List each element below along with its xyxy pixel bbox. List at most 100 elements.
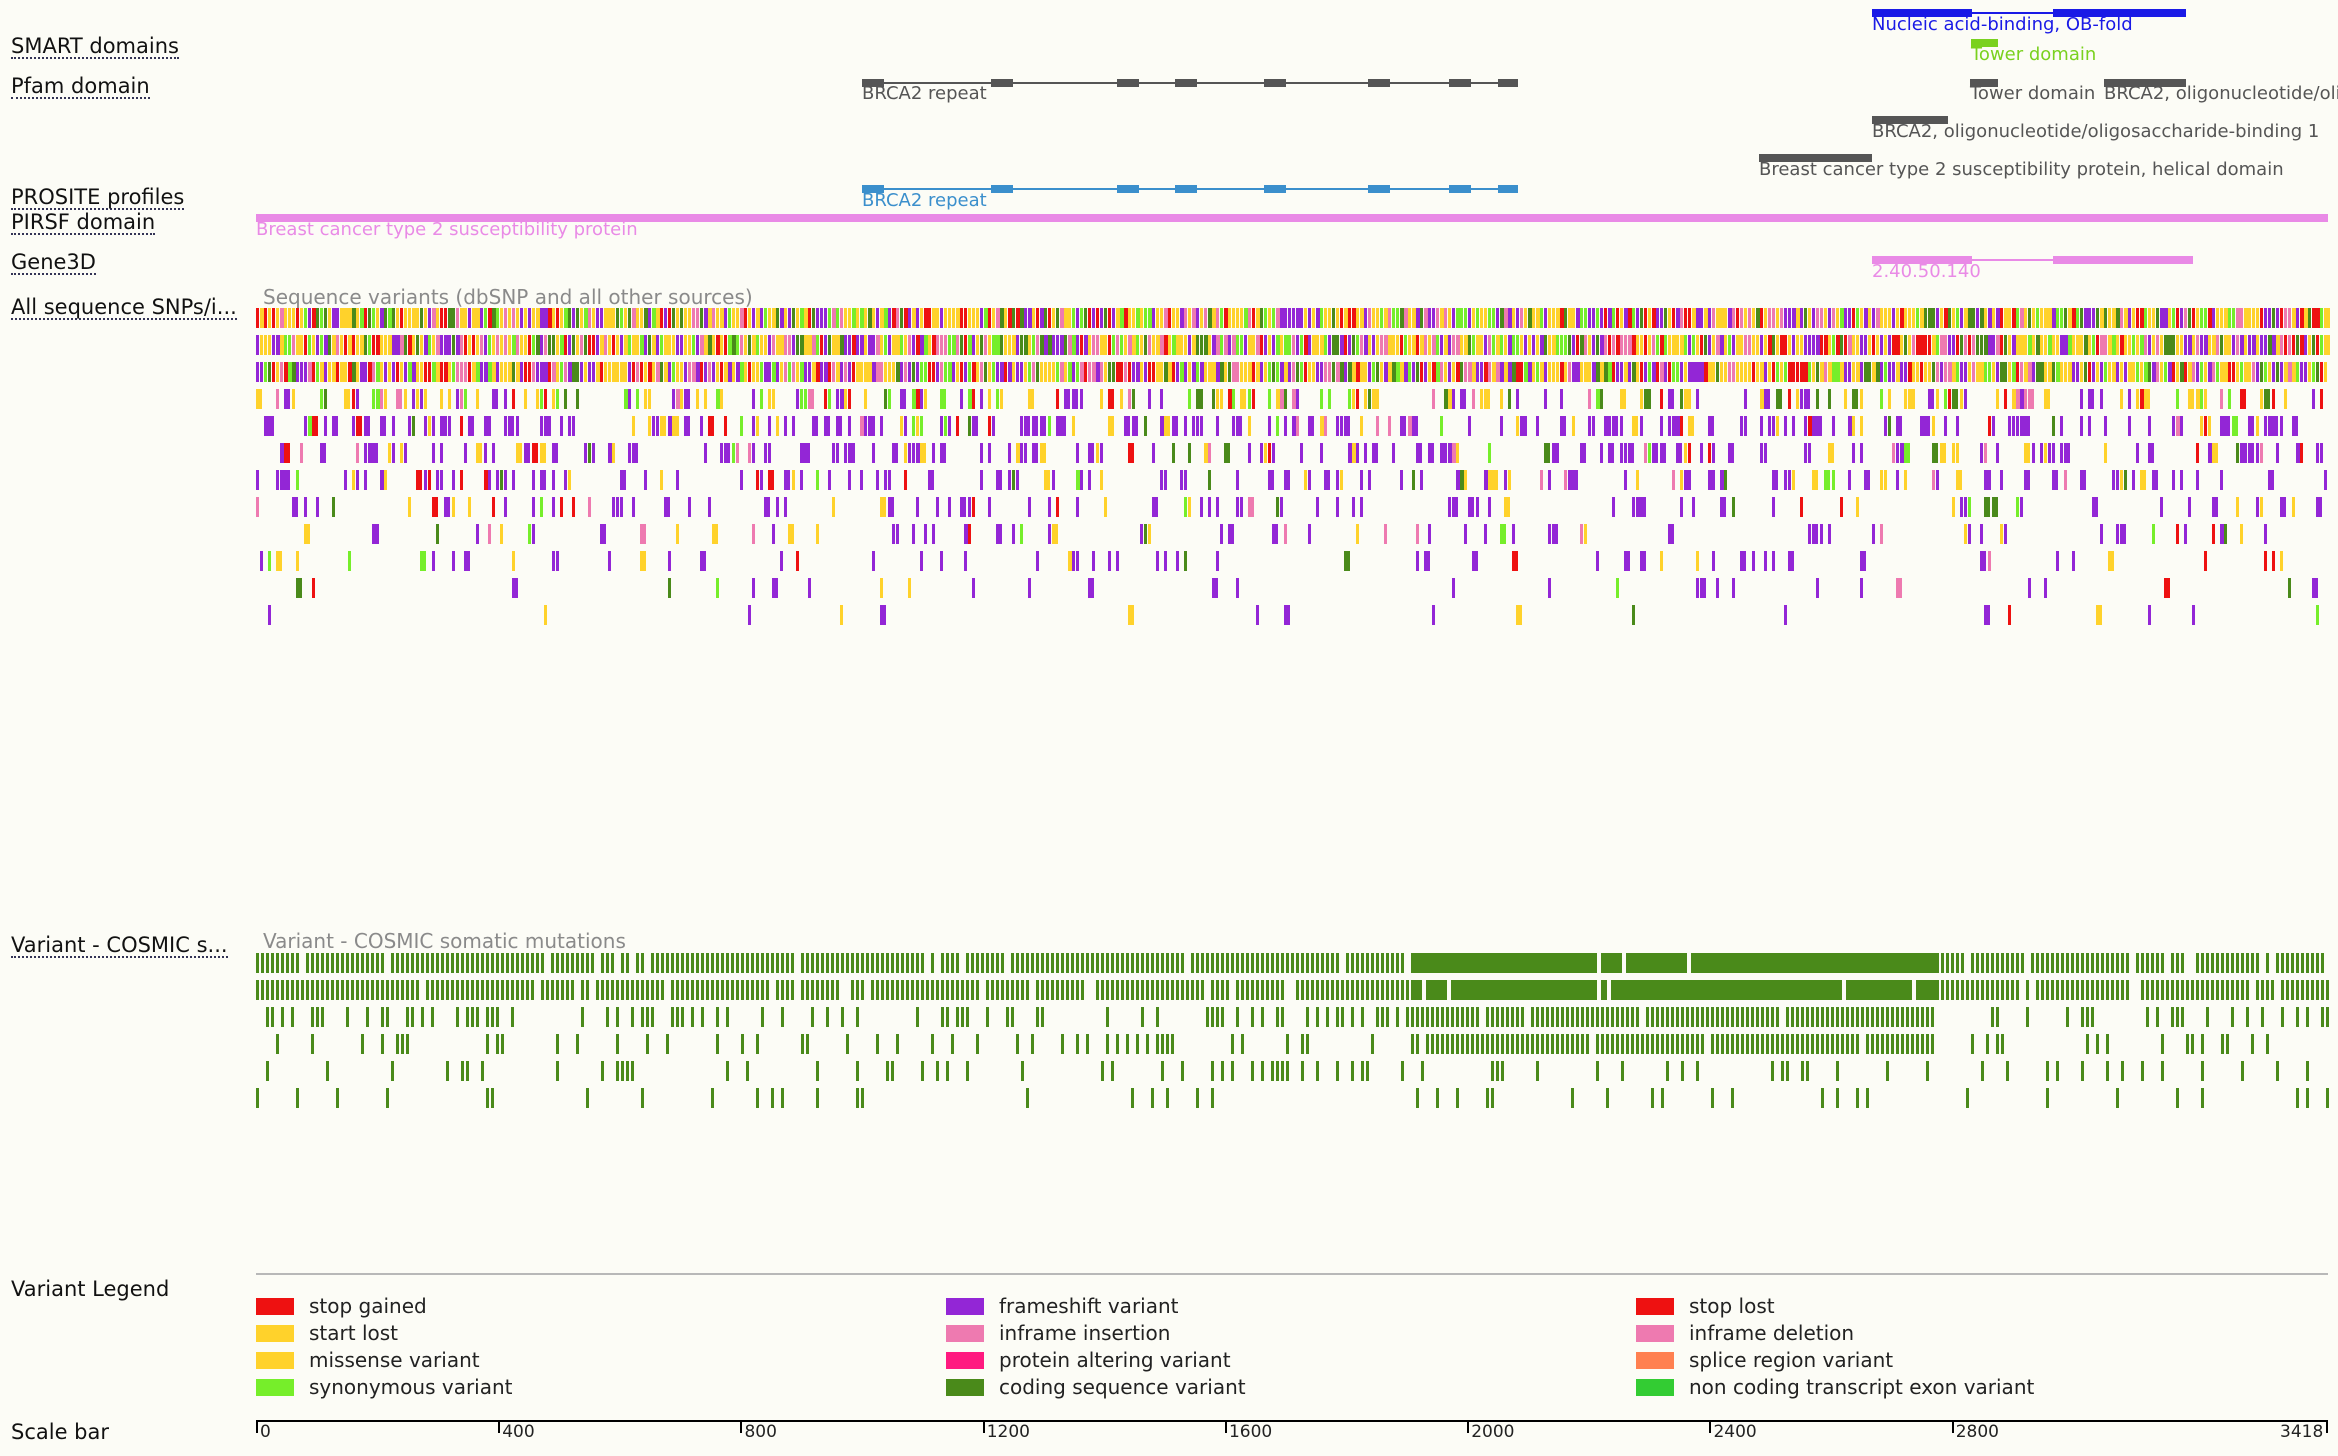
cosmic-mutation-mark[interactable]	[2306, 1007, 2309, 1027]
snp-variant-mark[interactable]	[1324, 308, 1327, 328]
snp-variant-mark[interactable]	[380, 416, 386, 436]
snp-variant-mark[interactable]	[552, 335, 555, 355]
cosmic-mutation-mark[interactable]	[1166, 953, 1169, 973]
snp-variant-mark[interactable]	[1808, 308, 1811, 328]
snp-variant-mark[interactable]	[408, 416, 411, 436]
snp-variant-mark[interactable]	[860, 308, 866, 328]
cosmic-mutation-mark[interactable]	[816, 1061, 819, 1081]
snp-variant-mark[interactable]	[404, 362, 407, 382]
snp-variant-mark[interactable]	[1616, 362, 1619, 382]
cosmic-mutation-mark[interactable]	[1711, 980, 1717, 1000]
snp-variant-mark[interactable]	[296, 578, 302, 598]
snp-variant-mark[interactable]	[512, 551, 515, 571]
snp-variant-mark[interactable]	[1012, 308, 1015, 328]
snp-variant-mark[interactable]	[612, 497, 615, 517]
cosmic-mutation-mark[interactable]	[771, 953, 774, 973]
snp-variant-mark[interactable]	[1240, 335, 1243, 355]
snp-variant-mark[interactable]	[964, 335, 967, 355]
snp-variant-mark[interactable]	[2184, 335, 2187, 355]
snp-variant-mark[interactable]	[668, 335, 671, 355]
cosmic-mutation-mark[interactable]	[1721, 1007, 1724, 1027]
snp-variant-mark[interactable]	[644, 308, 650, 328]
snp-variant-mark[interactable]	[732, 308, 735, 328]
snp-variant-mark[interactable]	[1012, 470, 1015, 490]
snp-variant-mark[interactable]	[656, 362, 662, 382]
snp-variant-mark[interactable]	[1192, 308, 1198, 328]
snp-variant-mark[interactable]	[1656, 308, 1659, 328]
snp-variant-mark[interactable]	[436, 470, 439, 490]
cosmic-mutation-mark[interactable]	[1476, 980, 1482, 1000]
snp-variant-mark[interactable]	[876, 362, 882, 382]
snp-variant-mark[interactable]	[788, 362, 791, 382]
cosmic-mutation-mark[interactable]	[386, 980, 389, 1000]
cosmic-mutation-mark[interactable]	[1066, 980, 1069, 1000]
snp-variant-mark[interactable]	[1640, 335, 1643, 355]
snp-variant-mark[interactable]	[2268, 308, 2271, 328]
cosmic-mutation-mark[interactable]	[1541, 953, 1547, 973]
cosmic-mutation-mark[interactable]	[1546, 1034, 1549, 1054]
snp-variant-mark[interactable]	[1344, 308, 1350, 328]
snp-variant-mark[interactable]	[2124, 362, 2127, 382]
cosmic-mutation-mark[interactable]	[1501, 1007, 1504, 1027]
cosmic-mutation-mark[interactable]	[761, 953, 764, 973]
snp-variant-mark[interactable]	[1140, 362, 1143, 382]
cosmic-mutation-mark[interactable]	[1716, 980, 1722, 1000]
snp-variant-mark[interactable]	[916, 416, 919, 436]
snp-variant-mark[interactable]	[772, 578, 778, 598]
cosmic-mutation-mark[interactable]	[2036, 953, 2039, 973]
cosmic-mutation-mark[interactable]	[1431, 1007, 1434, 1027]
snp-variant-mark[interactable]	[1264, 443, 1267, 463]
snp-variant-mark[interactable]	[2184, 308, 2187, 328]
snp-variant-mark[interactable]	[1420, 308, 1423, 328]
snp-variant-mark[interactable]	[1672, 308, 1675, 328]
snp-variant-mark[interactable]	[1960, 335, 1963, 355]
snp-variant-mark[interactable]	[2240, 524, 2243, 544]
cosmic-mutation-mark[interactable]	[2116, 1088, 2119, 1108]
snp-variant-mark[interactable]	[1760, 362, 1766, 382]
snp-variant-mark[interactable]	[1720, 362, 1723, 382]
snp-variant-mark[interactable]	[1928, 389, 1934, 409]
snp-variant-mark[interactable]	[1836, 335, 1842, 355]
snp-variant-mark[interactable]	[372, 362, 375, 382]
snp-variant-mark[interactable]	[2284, 308, 2287, 328]
snp-variant-mark[interactable]	[644, 335, 647, 355]
snp-variant-mark[interactable]	[1032, 416, 1038, 436]
cosmic-mutation-mark[interactable]	[1731, 953, 1737, 973]
snp-variant-mark[interactable]	[972, 416, 978, 436]
cosmic-mutation-mark[interactable]	[681, 980, 684, 1000]
cosmic-mutation-mark[interactable]	[2081, 980, 2084, 1000]
cosmic-mutation-mark[interactable]	[1261, 980, 1264, 1000]
cosmic-mutation-mark[interactable]	[641, 1007, 644, 1027]
snp-variant-mark[interactable]	[376, 308, 379, 328]
snp-variant-mark[interactable]	[2296, 443, 2302, 463]
cosmic-mutation-mark[interactable]	[1811, 953, 1817, 973]
cosmic-mutation-mark[interactable]	[891, 980, 894, 1000]
snp-variant-mark[interactable]	[1168, 308, 1171, 328]
cosmic-mutation-mark[interactable]	[791, 953, 794, 973]
snp-variant-mark[interactable]	[1816, 335, 1822, 355]
cosmic-mutation-mark[interactable]	[1076, 953, 1079, 973]
cosmic-mutation-mark[interactable]	[1171, 980, 1174, 1000]
cosmic-mutation-mark[interactable]	[421, 1007, 424, 1027]
cosmic-mutation-mark[interactable]	[1466, 1034, 1469, 1054]
snp-variant-mark[interactable]	[1696, 308, 1702, 328]
snp-variant-mark[interactable]	[2212, 524, 2215, 544]
snp-variant-mark[interactable]	[428, 416, 431, 436]
cosmic-mutation-mark[interactable]	[1861, 953, 1867, 973]
snp-variant-mark[interactable]	[612, 443, 615, 463]
snp-variant-mark[interactable]	[512, 308, 515, 328]
snp-variant-mark[interactable]	[716, 308, 719, 328]
cosmic-mutation-mark[interactable]	[366, 953, 369, 973]
snp-variant-mark[interactable]	[1076, 362, 1079, 382]
snp-variant-mark[interactable]	[620, 497, 623, 517]
snp-variant-mark[interactable]	[2160, 308, 2166, 328]
snp-variant-mark[interactable]	[1760, 443, 1763, 463]
cosmic-mutation-mark[interactable]	[1006, 980, 1009, 1000]
snp-variant-mark[interactable]	[1616, 578, 1619, 598]
snp-variant-mark[interactable]	[472, 335, 475, 355]
snp-variant-mark[interactable]	[804, 443, 810, 463]
cosmic-mutation-mark[interactable]	[446, 953, 449, 973]
snp-variant-mark[interactable]	[1800, 362, 1806, 382]
snp-variant-mark[interactable]	[980, 308, 983, 328]
snp-variant-mark[interactable]	[1268, 308, 1271, 328]
